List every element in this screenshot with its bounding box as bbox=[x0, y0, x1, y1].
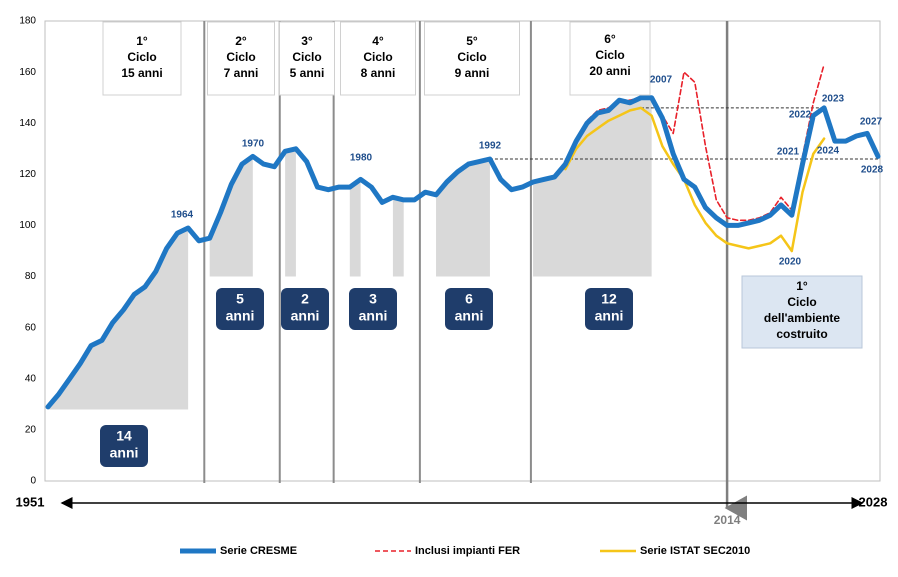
cycle-box: 3° Ciclo 5 anni bbox=[279, 21, 335, 96]
built-environment-text: costruito bbox=[776, 327, 827, 341]
y-tick-label: 0 bbox=[30, 476, 36, 487]
cycle-box-text: 6° bbox=[604, 32, 616, 46]
y-tick-label: 140 bbox=[19, 118, 36, 129]
cycle-box-text: Ciclo bbox=[127, 50, 156, 64]
point-label: 1980 bbox=[350, 153, 373, 164]
point-label: 1970 bbox=[242, 139, 265, 150]
y-tick-label: 180 bbox=[19, 16, 36, 27]
series-line bbox=[564, 106, 826, 253]
duration-box-bg bbox=[349, 288, 397, 330]
x-end-label: 2028 bbox=[859, 494, 888, 509]
y-tick-label: 160 bbox=[19, 67, 36, 78]
point-label: 2024 bbox=[817, 146, 840, 157]
built-environment-text: Ciclo bbox=[787, 295, 816, 309]
cycle-shading bbox=[392, 197, 404, 277]
cycle-box: 2° Ciclo 7 anni bbox=[207, 21, 275, 96]
cycle-box: 6° Ciclo 20 anni bbox=[569, 21, 651, 96]
built-environment-text: 1° bbox=[796, 279, 808, 293]
point-label: 2022 bbox=[789, 110, 812, 121]
duration-box-text: 2 bbox=[301, 291, 309, 307]
cycle-box-text: Ciclo bbox=[226, 50, 255, 64]
duration-box-text: anni bbox=[110, 445, 139, 461]
cycle-shading bbox=[285, 148, 296, 277]
y-tick-label: 40 bbox=[25, 373, 37, 384]
built-environment-box: 1° Ciclo dell'ambiente costruito bbox=[741, 275, 863, 349]
duration-box-text: 5 bbox=[236, 291, 244, 307]
duration-box-text: 3 bbox=[369, 291, 377, 307]
legend-label: Serie CRESME bbox=[220, 545, 297, 557]
cycle-box-bg bbox=[207, 21, 275, 96]
point-label: 2023 bbox=[822, 94, 845, 105]
point-label: 2028 bbox=[861, 165, 884, 176]
cycle-box-text: Ciclo bbox=[292, 50, 321, 64]
point-label: 1992 bbox=[479, 141, 502, 152]
point-label: 2021 bbox=[777, 147, 800, 158]
series-line bbox=[45, 95, 881, 410]
cycle-box-text: 7 anni bbox=[224, 66, 259, 80]
point-label: 2027 bbox=[860, 117, 883, 128]
cycle-box: 4° Ciclo 8 anni bbox=[340, 21, 416, 96]
legend-label: Serie ISTAT SEC2010 bbox=[640, 545, 750, 557]
duration-box-bg bbox=[585, 288, 633, 330]
built-environment-bg bbox=[741, 275, 863, 349]
y-tick-label: 100 bbox=[19, 220, 36, 231]
cycle-box-bg bbox=[569, 21, 651, 96]
point-label: 2007 bbox=[650, 75, 673, 86]
built-environment-text: dell'ambiente bbox=[764, 311, 841, 325]
cycle-box-text: 8 anni bbox=[361, 66, 396, 80]
cycle-box: 5° Ciclo 9 anni bbox=[424, 21, 520, 96]
cycle-box-text: 3° bbox=[301, 34, 313, 48]
cycle-box-bg bbox=[279, 21, 335, 96]
point-label: 2020 bbox=[779, 257, 802, 268]
cycle-box-text: 15 anni bbox=[121, 66, 162, 80]
duration-box-text: 12 bbox=[601, 291, 617, 307]
point-label: 1964 bbox=[171, 210, 194, 221]
cycle-box-bg bbox=[102, 21, 182, 96]
duration-box-text: anni bbox=[291, 308, 320, 324]
cycle-box-text: Ciclo bbox=[363, 50, 392, 64]
marker-label: 2014 bbox=[714, 513, 741, 527]
cycle-box-text: 1° bbox=[136, 34, 148, 48]
y-tick-label: 80 bbox=[25, 271, 37, 282]
cycle-shading bbox=[533, 97, 652, 277]
cycle-shading bbox=[349, 179, 361, 277]
duration-box-bg bbox=[281, 288, 329, 330]
duration-box-text: anni bbox=[595, 308, 624, 324]
cycle-box-text: 5 anni bbox=[290, 66, 325, 80]
cycle-box-text: Ciclo bbox=[457, 50, 486, 64]
duration-box-text: anni bbox=[226, 308, 255, 324]
cycle-box-text: 4° bbox=[372, 34, 384, 48]
legend-label: Inclusi impianti FER bbox=[415, 545, 520, 557]
duration-box-text: 14 bbox=[116, 428, 132, 444]
cycle-box-text: 9 anni bbox=[455, 66, 490, 80]
y-tick-label: 60 bbox=[25, 322, 37, 333]
cycle-box-text: 5° bbox=[466, 34, 478, 48]
plot-frame bbox=[44, 20, 881, 482]
y-tick-label: 120 bbox=[19, 169, 36, 180]
cycle-box-bg bbox=[424, 21, 520, 96]
duration-box-bg bbox=[445, 288, 493, 330]
cycle-box-text: Ciclo bbox=[595, 48, 624, 62]
cycle-shading bbox=[436, 159, 490, 277]
duration-box-text: anni bbox=[455, 308, 484, 324]
duration-box-text: anni bbox=[359, 308, 388, 324]
duration-box-bg bbox=[216, 288, 264, 330]
cycle-shading bbox=[209, 156, 253, 277]
cycle-box-text: 2° bbox=[235, 34, 247, 48]
x-start-label: 1951 bbox=[16, 494, 45, 509]
y-tick-label: 20 bbox=[25, 425, 37, 436]
cycle-box: 1° Ciclo 15 anni bbox=[102, 21, 182, 96]
duration-box-text: 6 bbox=[465, 291, 473, 307]
duration-box-bg bbox=[100, 425, 148, 467]
cycle-box-bg bbox=[340, 21, 416, 96]
cycle-box-text: 20 anni bbox=[589, 64, 630, 78]
